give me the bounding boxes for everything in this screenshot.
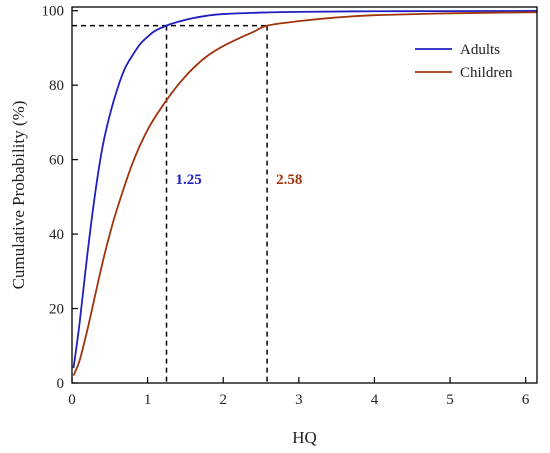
series-line-children	[72, 11, 538, 376]
annotations: 1.25 2.58	[176, 172, 303, 188]
x-tick-label: 0	[68, 392, 76, 408]
x-axis-title: HQ	[292, 428, 317, 447]
y-tick-label: 80	[49, 78, 64, 94]
y-axis-title: Cumulative Probability (%)	[9, 101, 28, 290]
y-tick-label: 0	[57, 376, 65, 392]
y-tick-label: 100	[42, 4, 65, 20]
annotation-label-2: 2.58	[276, 172, 302, 188]
x-tick-label: 3	[295, 392, 303, 408]
legend-label-adults: Adults	[460, 42, 500, 58]
y-tick-label: 60	[49, 153, 64, 169]
legend: Adults Children	[415, 42, 513, 81]
x-tick-label: 2	[219, 392, 227, 408]
x-tick-label: 4	[371, 392, 379, 408]
x-tick-label: 6	[522, 392, 530, 408]
y-tick-label: 40	[49, 227, 64, 243]
series-line-adults	[72, 10, 538, 369]
x-tick-label: 1	[144, 392, 152, 408]
x-tick-label: 5	[446, 392, 454, 408]
y-tick-label: 20	[49, 302, 64, 318]
annotation-label-1: 1.25	[176, 172, 202, 188]
plot-area	[72, 10, 538, 383]
legend-label-children: Children	[460, 65, 513, 81]
plot-frame	[71, 6, 538, 384]
